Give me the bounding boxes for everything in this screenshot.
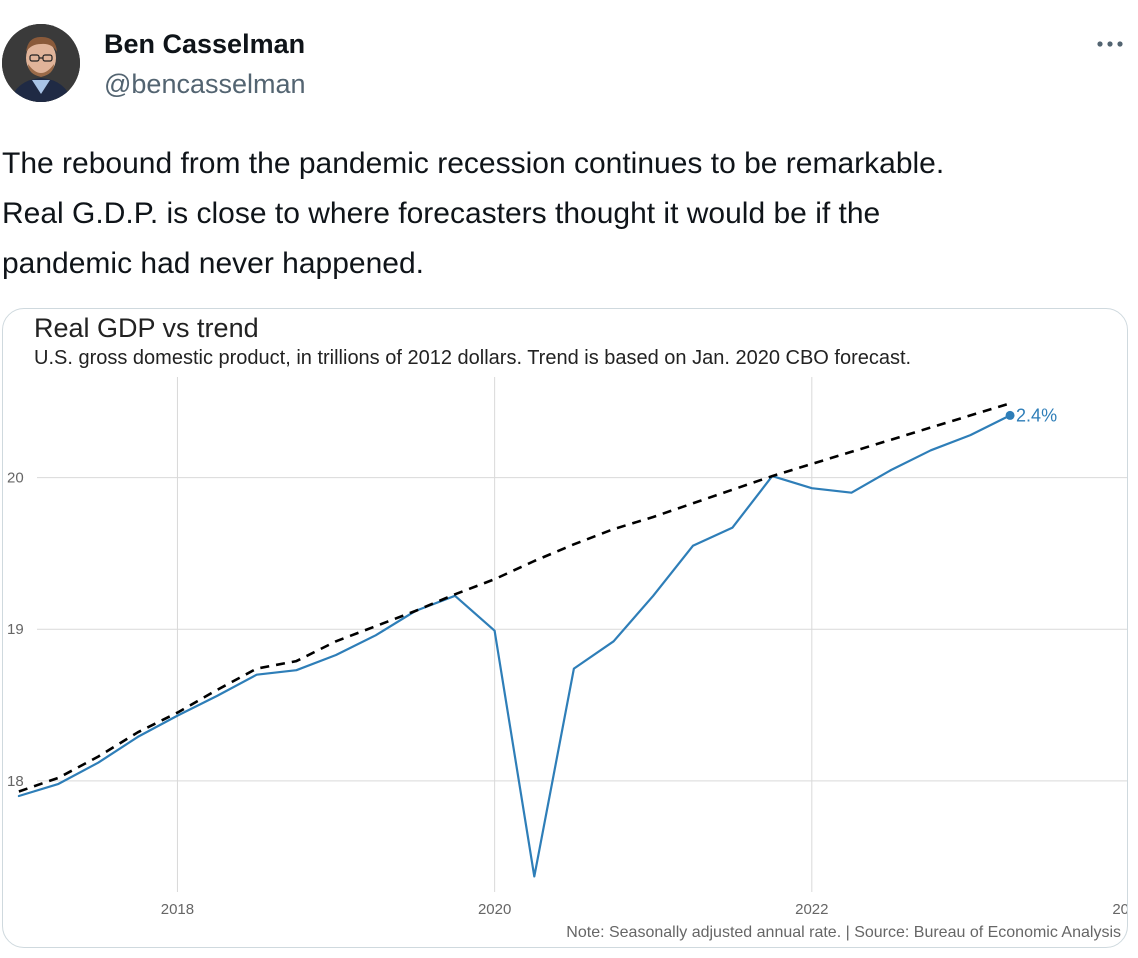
trend-series-line	[18, 402, 1011, 793]
ellipsis-icon	[1097, 41, 1123, 47]
x-tick-label: 2024	[1112, 901, 1128, 918]
tweet-text-line: pandemic had never happened.	[2, 247, 424, 280]
gdp-series-line	[17, 414, 1012, 878]
author-handle[interactable]: @bencasselman	[104, 69, 306, 99]
tweet-text-line: The rebound from the pandemic recession …	[2, 147, 945, 180]
gdp-end-label: 2.4%	[1016, 405, 1057, 425]
tweet-text-line: Real G.D.P. is close to where forecaster…	[2, 197, 881, 230]
tweet-media-chart[interactable]: 18 19 20 2018 2020 2022 2024 2.4% Note: Seasonal…	[2, 308, 1128, 948]
more-options-button[interactable]	[1090, 26, 1130, 62]
y-tick-label: 18	[7, 773, 24, 790]
author-name[interactable]: Ben Casselman	[104, 29, 306, 59]
tweet-text: The rebound from the pandemic recession …	[2, 139, 1122, 289]
chart-note: Note: Seasonally adjusted annual rate. |…	[566, 924, 1121, 941]
chart: 18 19 20 2018 2020 2022 2024 2.4% Note: Seasonal…	[7, 377, 1128, 941]
author-avatar[interactable]	[2, 24, 80, 102]
x-tick-label: 2018	[161, 901, 194, 918]
chart-subtitle: U.S. gross domestic product, in trillion…	[34, 347, 912, 369]
x-tick-label: 2020	[478, 901, 511, 918]
chart-title: Real GDP vs trend	[34, 313, 259, 343]
gdp-endpoint-marker	[1005, 410, 1015, 420]
x-tick-label: 2022	[795, 901, 828, 918]
y-tick-label: 19	[7, 621, 24, 638]
person-photo-avatar	[2, 24, 80, 102]
y-tick-label: 20	[7, 470, 24, 487]
